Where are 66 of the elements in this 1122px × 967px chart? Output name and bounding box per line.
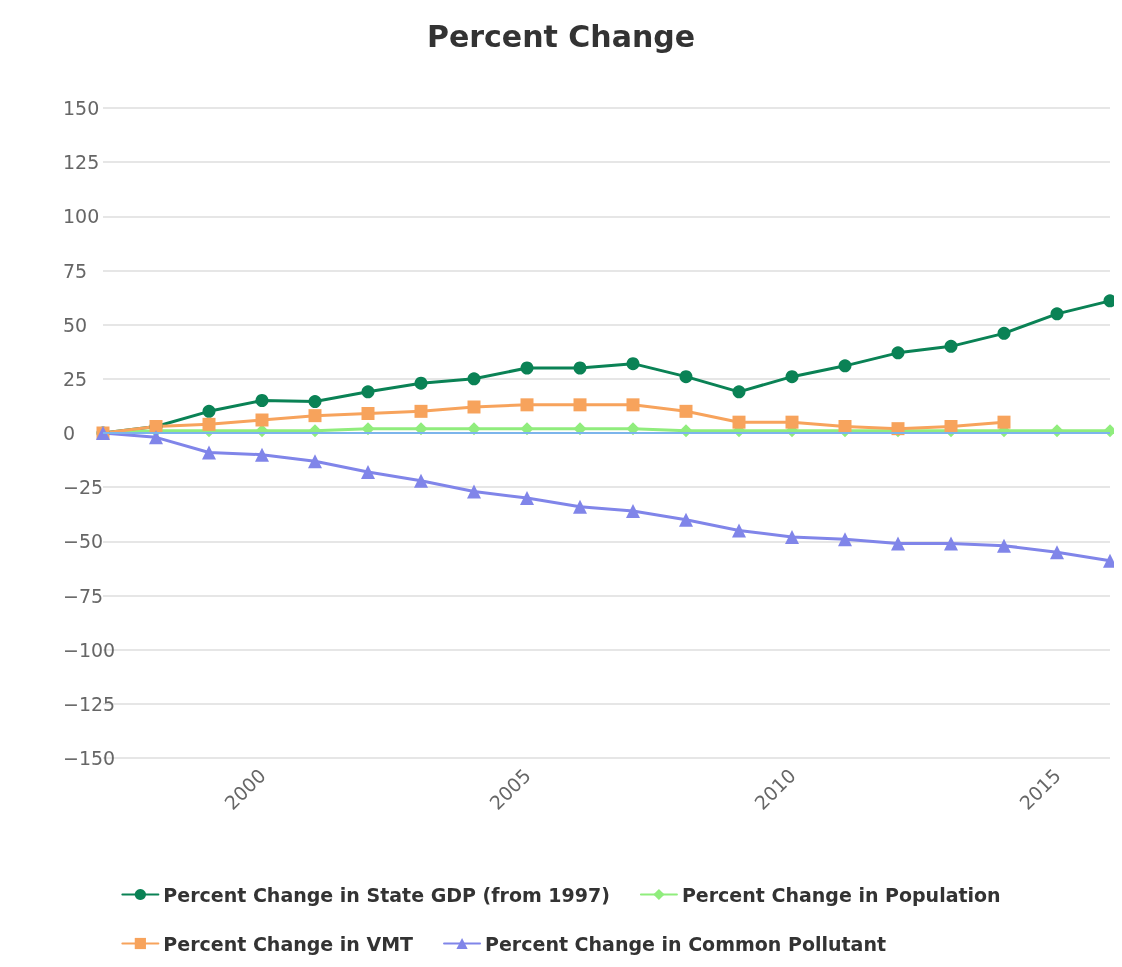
y-tick-label: 150 <box>63 97 100 119</box>
point <box>467 400 481 414</box>
y-tick-label: −150 <box>63 747 116 769</box>
legend-label: Percent Change in Common Pollutant <box>485 932 887 955</box>
point <box>573 499 587 514</box>
point <box>308 395 322 409</box>
point <box>573 361 587 375</box>
point <box>732 385 746 399</box>
y-tick-label: −50 <box>63 530 104 553</box>
y-tick-label: 50 <box>63 313 88 336</box>
y-tick-label: 75 <box>63 259 88 282</box>
point <box>361 385 375 399</box>
point <box>255 394 269 407</box>
point <box>891 346 905 360</box>
point <box>679 370 693 384</box>
y-tick-label: 125 <box>63 151 100 174</box>
point <box>467 372 481 386</box>
legend-label: Percent Change in VMT <box>163 932 414 955</box>
point <box>361 465 375 479</box>
point <box>520 491 534 505</box>
point <box>944 339 958 353</box>
y-tick-label: 0 <box>63 422 76 444</box>
point <box>520 398 534 412</box>
point <box>414 473 428 488</box>
point <box>361 407 375 420</box>
point <box>997 415 1011 429</box>
point <box>679 404 693 418</box>
y-tick-label: −125 <box>63 692 116 715</box>
point <box>573 398 587 412</box>
y-tick-label: −25 <box>63 476 104 499</box>
point <box>997 538 1011 553</box>
point <box>944 536 958 551</box>
point <box>891 536 905 551</box>
point <box>785 530 799 544</box>
point <box>414 376 428 390</box>
point <box>255 447 269 462</box>
y-tick-label: 25 <box>63 367 88 390</box>
point <box>626 357 640 371</box>
point <box>732 523 746 538</box>
point <box>732 415 746 429</box>
point <box>467 484 481 499</box>
point <box>785 415 799 429</box>
legend-label: Percent Change in State GDP (from 1997) <box>163 883 610 906</box>
point <box>308 454 322 469</box>
point <box>997 326 1011 340</box>
point <box>202 404 216 418</box>
point <box>838 359 852 373</box>
chart-title: Percent Change <box>426 18 696 54</box>
point <box>785 370 799 384</box>
point <box>626 504 640 518</box>
legend-label: Percent Change in Population <box>681 883 1001 906</box>
point <box>626 398 640 412</box>
point <box>308 409 322 423</box>
point <box>255 413 269 427</box>
point <box>1050 307 1064 321</box>
point <box>149 430 163 445</box>
point <box>679 512 693 527</box>
point <box>1050 545 1064 560</box>
point <box>202 417 216 431</box>
point <box>202 445 216 460</box>
y-tick-label: 100 <box>63 205 100 228</box>
point <box>520 361 534 375</box>
y-tick-label: −75 <box>63 584 104 607</box>
y-tick-label: −100 <box>63 638 116 661</box>
point <box>414 404 428 418</box>
point <box>838 532 852 547</box>
